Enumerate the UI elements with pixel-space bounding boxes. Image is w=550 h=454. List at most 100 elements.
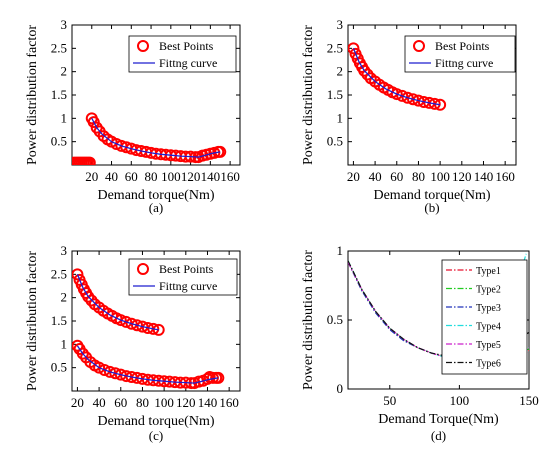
x-tick-label: 60 (390, 169, 403, 184)
x-tick-label: 160 (220, 169, 240, 184)
best-point-marker (114, 368, 127, 381)
best-point-marker (147, 322, 160, 335)
y-tick-label: 0.5 (327, 134, 343, 149)
best-point-marker (358, 64, 371, 77)
best-point-marker (114, 314, 127, 327)
legend: Type1 Type2 Type3 Type4 Type5 Type6 (441, 259, 528, 375)
legend-label: Type6 (476, 359, 501, 370)
y-tick-label: 1 (337, 110, 344, 125)
x-tick-label: 140 (474, 169, 494, 184)
best-point-marker (125, 371, 138, 383)
x-tick-label: 20 (347, 169, 360, 184)
x-tick-label: 120 (176, 395, 196, 410)
fitting-curve-line (91, 117, 221, 158)
y-tick-label: 3 (337, 17, 344, 32)
legend-marker-icon (137, 263, 149, 275)
best-point-marker (361, 68, 374, 81)
legend-marker-icon (413, 40, 425, 52)
legend-box (441, 259, 528, 375)
best-point-marker (131, 319, 144, 332)
x-tick-label: 80 (412, 169, 425, 184)
best-point-marker (396, 89, 409, 102)
best-point-marker (214, 145, 227, 158)
y-axis-label: Power distribution factor (301, 25, 316, 165)
y-axis-label: Power distribution factor (25, 251, 40, 391)
x-tick-label: 50 (383, 393, 396, 408)
y-tick-label: 2.5 (51, 40, 67, 55)
best-point-marker (120, 315, 133, 328)
x-tick-label: 40 (369, 169, 382, 184)
legend-label: Type3 (476, 303, 501, 314)
fitting-curve-line (76, 274, 159, 331)
best-point-marker (407, 93, 420, 106)
legend-label: Type5 (476, 340, 501, 351)
best-point-marker (136, 372, 149, 385)
x-tick-label: 20 (85, 169, 98, 184)
chart-d: 50 100 150 0 0.5 1 Demand Torque(Nm) Power dist… (301, 243, 539, 443)
x-tick-label: 100 (154, 395, 174, 410)
legend-label: Fittng curve (159, 56, 217, 70)
best-point-marker (434, 98, 447, 111)
panel-caption: (a) (149, 200, 163, 215)
legend-label: Fittng curve (435, 56, 493, 70)
y-tick-label: 2 (337, 64, 344, 79)
best-point-marker (152, 323, 165, 336)
y-tick-label: 0 (337, 381, 344, 396)
best-point-marker (390, 88, 403, 101)
x-tick-label: 40 (93, 395, 106, 410)
chart-c: 20 40 60 80 100 120 140 160 0.5 1 1.5 2 2.5 3 Demand t… (25, 243, 241, 443)
x-tick-label: 100 (161, 169, 181, 184)
legend: Best Points Fittng curve (128, 258, 238, 296)
x-tick-label: 60 (125, 169, 138, 184)
x-tick-label: 80 (136, 395, 149, 410)
legend-label: Best Points (435, 39, 490, 53)
legend-label: Type1 (476, 266, 501, 277)
y-tick-label: 1 (61, 110, 68, 125)
best-point-marker (141, 322, 154, 334)
y-tick-label: 2 (61, 290, 68, 305)
y-axis-label: Power distribution factor (301, 250, 316, 390)
y-tick-label: 1 (337, 243, 344, 258)
best-point-marker (103, 365, 116, 378)
legend: Best Points Fittng curve (404, 35, 516, 73)
y-tick-label: 1.5 (51, 87, 67, 102)
y-tick-label: 0.5 (51, 360, 67, 375)
x-tick-label: 150 (519, 393, 539, 408)
best-point-marker (120, 370, 133, 383)
x-tick-label: 100 (430, 169, 450, 184)
x-tick-label: 160 (495, 169, 515, 184)
legend-label: Fittng curve (159, 279, 217, 293)
x-axis-label: Demand torque(Nm) (97, 188, 214, 203)
y-tick-label: 3 (61, 17, 68, 32)
y-tick-label: 2 (61, 64, 68, 79)
x-tick-label: 160 (219, 395, 239, 410)
panel-caption: (c) (149, 428, 163, 443)
best-point-marker (423, 96, 436, 109)
y-tick-label: 2.5 (51, 266, 67, 281)
plot-area (348, 42, 447, 111)
x-tick-label: 80 (145, 169, 158, 184)
x-tick-label: 120 (452, 169, 472, 184)
x-tick-label: 140 (201, 169, 221, 184)
plot-area (72, 112, 227, 165)
plot-area (72, 268, 225, 390)
y-tick-label: 0.5 (51, 134, 67, 149)
x-tick-label: 20 (71, 395, 84, 410)
x-axis-label: Demand torque(Nm) (373, 188, 490, 203)
x-tick-label: 40 (105, 169, 118, 184)
legend-label: Best Points (159, 262, 214, 276)
x-axis-label: Demand Torque(Nm) (378, 412, 499, 427)
y-tick-label: 3 (61, 243, 68, 258)
y-tick-label: 1 (61, 336, 68, 351)
y-axis-label: Power distribution factor (25, 25, 40, 165)
best-point-marker (82, 290, 95, 303)
best-point-marker (125, 317, 138, 330)
x-tick-label: 100 (450, 393, 470, 408)
panel-caption: (d) (431, 428, 446, 443)
x-tick-label: 140 (198, 395, 218, 410)
legend-label: Type2 (476, 285, 501, 296)
x-tick-label: 60 (114, 395, 127, 410)
fitting-curve-line (76, 345, 219, 384)
best-point-marker (83, 156, 96, 165)
best-point-marker (428, 97, 441, 110)
